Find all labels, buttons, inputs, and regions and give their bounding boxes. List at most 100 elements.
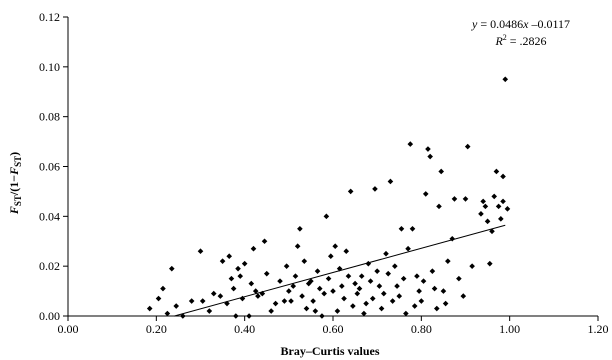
data-point bbox=[389, 298, 396, 304]
data-point bbox=[456, 275, 462, 282]
data-point bbox=[301, 258, 308, 264]
data-point bbox=[392, 263, 398, 269]
data-point bbox=[294, 243, 301, 250]
data-point bbox=[319, 313, 325, 319]
data-point bbox=[500, 173, 506, 180]
data-point bbox=[484, 218, 491, 225]
data-points bbox=[146, 76, 511, 319]
data-point bbox=[206, 308, 213, 314]
data-point bbox=[334, 308, 341, 314]
data-point bbox=[305, 280, 312, 287]
data-point bbox=[345, 273, 352, 279]
data-point bbox=[237, 273, 244, 279]
y-axis-title-part: F bbox=[7, 167, 21, 176]
data-point bbox=[411, 303, 418, 309]
data-point bbox=[491, 193, 498, 200]
data-point bbox=[321, 290, 327, 297]
data-point bbox=[495, 203, 502, 210]
data-point bbox=[478, 211, 484, 217]
x-tick-label: 0.60 bbox=[323, 322, 344, 336]
data-point bbox=[343, 248, 350, 255]
data-point bbox=[297, 225, 303, 232]
trendline bbox=[173, 224, 506, 317]
data-point bbox=[431, 285, 438, 292]
x-tick-label: 0.80 bbox=[411, 322, 432, 336]
data-point bbox=[445, 258, 451, 264]
data-point bbox=[323, 213, 330, 220]
data-point bbox=[259, 290, 266, 297]
data-point bbox=[327, 253, 334, 259]
data-point bbox=[387, 178, 394, 185]
axes bbox=[67, 17, 598, 317]
data-point bbox=[288, 298, 294, 304]
data-point bbox=[409, 225, 416, 232]
data-point bbox=[502, 76, 509, 83]
data-point bbox=[228, 275, 235, 282]
x-tick-label: 0.20 bbox=[146, 322, 167, 336]
data-point bbox=[486, 260, 493, 267]
y-axis-title-part: ST bbox=[13, 195, 23, 206]
data-point bbox=[217, 293, 224, 299]
data-point bbox=[427, 153, 433, 160]
data-point bbox=[255, 293, 261, 299]
x-tick-label: 0.40 bbox=[234, 322, 255, 336]
data-point bbox=[367, 278, 374, 284]
data-point bbox=[263, 270, 270, 277]
data-point bbox=[422, 191, 429, 197]
data-point bbox=[403, 310, 409, 317]
data-point bbox=[385, 270, 392, 277]
x-tick-label: 1.20 bbox=[588, 322, 609, 336]
y-tick-label: 0.00 bbox=[39, 309, 60, 323]
data-point bbox=[352, 280, 358, 287]
y-tick-label: 0.06 bbox=[39, 160, 60, 174]
y-axis-title: FST/(1−FST) bbox=[7, 152, 23, 215]
data-point bbox=[330, 288, 336, 294]
data-point bbox=[286, 288, 292, 294]
data-point bbox=[469, 263, 475, 269]
y-axis-title-part: ST bbox=[13, 156, 23, 167]
data-point bbox=[283, 263, 290, 269]
data-point bbox=[332, 243, 339, 250]
data-point bbox=[303, 305, 310, 312]
y-axis-title-part: /(1− bbox=[7, 175, 21, 196]
data-point bbox=[405, 245, 411, 252]
data-point bbox=[219, 258, 226, 264]
data-point bbox=[188, 298, 195, 304]
data-point bbox=[160, 285, 166, 292]
data-point bbox=[250, 245, 257, 252]
r2-part: = .2826 bbox=[507, 34, 547, 48]
data-point bbox=[442, 300, 449, 307]
data-point bbox=[440, 288, 447, 294]
data-point bbox=[199, 298, 206, 304]
data-point bbox=[233, 313, 239, 319]
y-tick-label: 0.04 bbox=[39, 209, 60, 223]
data-point bbox=[418, 298, 425, 304]
data-point bbox=[252, 288, 259, 294]
y-tick-label: 0.02 bbox=[39, 259, 60, 273]
data-point bbox=[299, 293, 305, 299]
data-point bbox=[268, 308, 274, 314]
data-point bbox=[281, 298, 288, 304]
data-point bbox=[308, 278, 314, 284]
data-point bbox=[358, 273, 365, 279]
y-axis-title-part: ) bbox=[7, 152, 21, 156]
data-point bbox=[438, 168, 445, 175]
data-point bbox=[489, 228, 495, 235]
data-point bbox=[226, 253, 233, 259]
data-point bbox=[239, 295, 246, 302]
data-point bbox=[210, 290, 217, 297]
equation-part: = 0.0486 bbox=[477, 17, 523, 31]
data-point bbox=[235, 265, 241, 272]
data-point bbox=[246, 313, 252, 319]
data-point bbox=[429, 268, 436, 274]
data-point bbox=[451, 196, 458, 202]
data-point bbox=[146, 305, 153, 312]
x-tick-label: 0.00 bbox=[58, 322, 79, 336]
data-point bbox=[312, 308, 319, 314]
data-point bbox=[462, 196, 469, 202]
data-point bbox=[314, 268, 321, 274]
data-point bbox=[272, 300, 279, 307]
data-point bbox=[394, 283, 400, 289]
data-point bbox=[400, 275, 407, 282]
